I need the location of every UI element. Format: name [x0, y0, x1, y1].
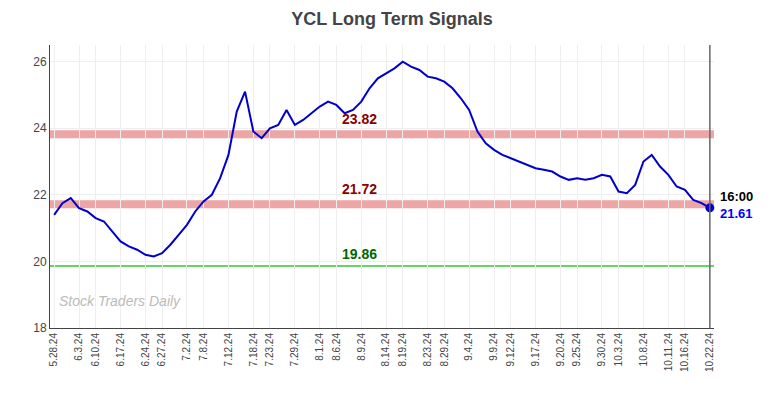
svg-text:10.3.24: 10.3.24: [613, 333, 624, 367]
svg-text:8.1.24: 8.1.24: [314, 333, 325, 361]
svg-text:8.23.24: 8.23.24: [422, 333, 433, 367]
svg-text:7.2.24: 7.2.24: [181, 333, 192, 361]
svg-text:21.61: 21.61: [720, 206, 753, 221]
svg-text:Stock Traders Daily: Stock Traders Daily: [59, 293, 181, 309]
svg-text:6.27.24: 6.27.24: [156, 333, 167, 367]
svg-text:21.72: 21.72: [342, 181, 377, 197]
svg-text:20: 20: [33, 255, 47, 269]
svg-text:8.9.24: 8.9.24: [356, 333, 367, 361]
svg-text:22: 22: [33, 188, 47, 202]
svg-text:24: 24: [33, 121, 47, 135]
svg-text:7.23.24: 7.23.24: [264, 333, 275, 367]
svg-text:7.29.24: 7.29.24: [289, 333, 300, 367]
svg-text:10.16.24: 10.16.24: [679, 333, 690, 372]
svg-text:16:00: 16:00: [720, 189, 753, 204]
svg-text:9.12.24: 9.12.24: [505, 333, 516, 367]
svg-text:6.17.24: 6.17.24: [115, 333, 126, 367]
svg-text:8.6.24: 8.6.24: [331, 333, 342, 361]
svg-text:5.28.24: 5.28.24: [48, 333, 59, 367]
svg-text:18: 18: [33, 321, 47, 335]
svg-text:9.17.24: 9.17.24: [530, 333, 541, 367]
svg-text:6.3.24: 6.3.24: [73, 333, 84, 361]
svg-text:9.20.24: 9.20.24: [555, 333, 566, 367]
svg-text:23.82: 23.82: [342, 111, 377, 127]
svg-text:YCL Long Term Signals: YCL Long Term Signals: [291, 9, 492, 29]
svg-text:9.30.24: 9.30.24: [596, 333, 607, 367]
svg-text:8.14.24: 8.14.24: [380, 333, 391, 367]
svg-text:7.12.24: 7.12.24: [223, 333, 234, 367]
svg-text:6.24.24: 6.24.24: [140, 333, 151, 367]
svg-text:6.10.24: 6.10.24: [90, 333, 101, 367]
svg-text:19.86: 19.86: [342, 246, 377, 262]
svg-text:26: 26: [33, 55, 47, 69]
svg-text:10.8.24: 10.8.24: [638, 333, 649, 367]
svg-text:9.9.24: 9.9.24: [488, 333, 499, 361]
svg-text:9.4.24: 9.4.24: [463, 333, 474, 361]
svg-text:7.18.24: 7.18.24: [248, 333, 259, 367]
svg-text:10.11.24: 10.11.24: [663, 333, 674, 372]
svg-text:8.29.24: 8.29.24: [439, 333, 450, 367]
svg-text:8.19.24: 8.19.24: [397, 333, 408, 367]
svg-text:10.22.24: 10.22.24: [704, 333, 715, 372]
svg-text:7.8.24: 7.8.24: [198, 333, 209, 361]
svg-text:9.25.24: 9.25.24: [571, 333, 582, 367]
